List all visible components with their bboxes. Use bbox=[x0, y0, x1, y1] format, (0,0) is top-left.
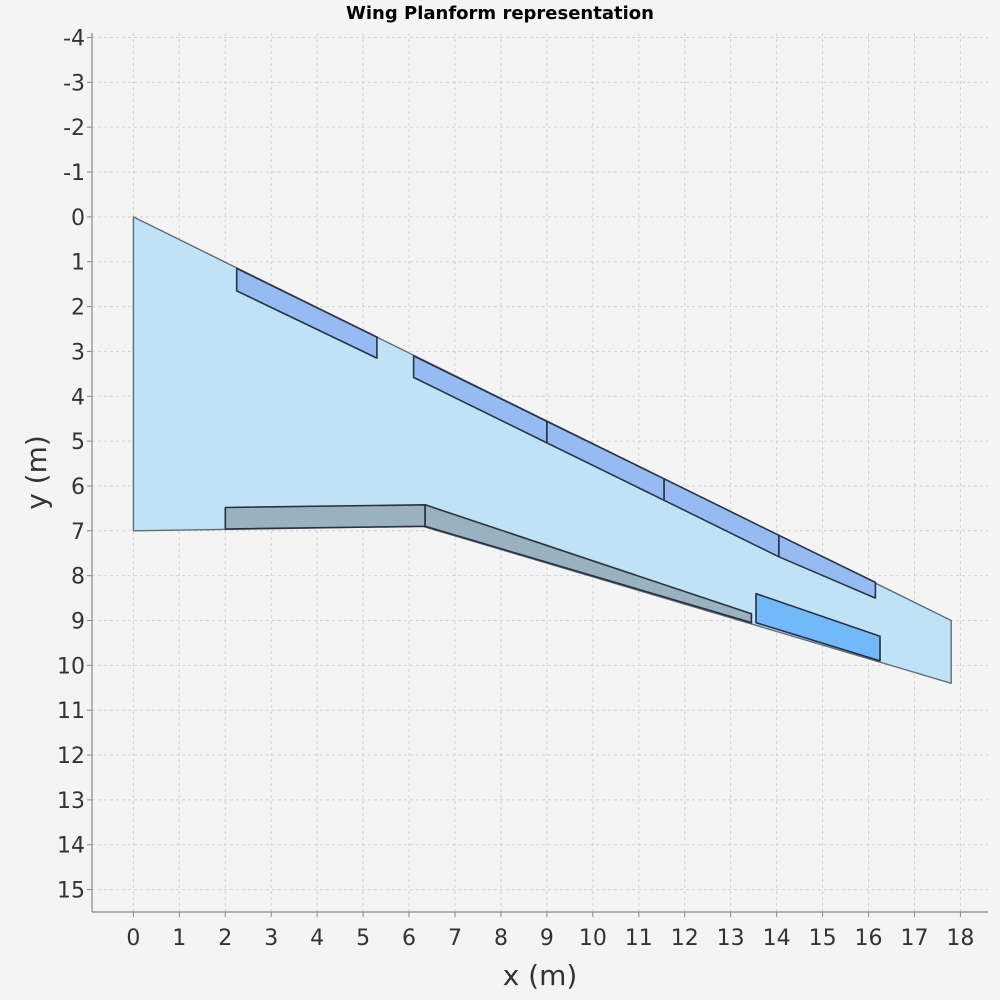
y-tick-label: 2 bbox=[71, 296, 85, 321]
y-axis-label: y (m) bbox=[20, 435, 53, 510]
y-tick-label: 12 bbox=[57, 744, 85, 769]
y-tick-label: 1 bbox=[71, 251, 85, 276]
x-tick-label: 11 bbox=[625, 926, 653, 951]
x-tick-label: 14 bbox=[763, 926, 791, 951]
y-tick-label: 3 bbox=[71, 340, 85, 365]
chart-title: Wing Planform representation bbox=[346, 3, 654, 24]
flap-polygon bbox=[424, 503, 753, 624]
axes: 0 1 2 3 4 5 6 7 8 9 10 11 12 13 14 15 16 17 18-4-3-2-10123… bbox=[57, 26, 988, 951]
x-tick-label: 6 bbox=[402, 926, 416, 951]
x-tick-label: 2 bbox=[218, 926, 232, 951]
x-tick-label: 8 bbox=[494, 926, 508, 951]
y-tick-label: 10 bbox=[57, 654, 85, 679]
x-tick-label: 4 bbox=[310, 926, 324, 951]
y-tick-label: 11 bbox=[57, 699, 85, 724]
x-tick-label: 7 bbox=[448, 926, 462, 951]
x-tick-label: 15 bbox=[809, 926, 837, 951]
planform-shapes bbox=[132, 216, 952, 684]
y-tick-label: 7 bbox=[71, 520, 85, 545]
x-tick-label: 12 bbox=[671, 926, 699, 951]
y-tick-label: 8 bbox=[71, 565, 85, 590]
x-tick-label: 16 bbox=[855, 926, 883, 951]
x-axis-label: x (m) bbox=[503, 959, 578, 992]
aileron-polygon bbox=[755, 592, 881, 662]
x-tick-label: 5 bbox=[356, 926, 370, 951]
y-tick-label: 13 bbox=[57, 789, 85, 814]
y-tick-label: 14 bbox=[57, 834, 85, 859]
slat-polygon bbox=[235, 267, 378, 359]
y-tick-label: 15 bbox=[57, 879, 85, 904]
x-tick-label: 9 bbox=[540, 926, 554, 951]
x-tick-label: 3 bbox=[264, 926, 278, 951]
x-tick-label: 18 bbox=[946, 926, 974, 951]
x-tick-label: 10 bbox=[579, 926, 607, 951]
y-tick-label: 0 bbox=[71, 206, 85, 231]
y-tick-label: 6 bbox=[71, 475, 85, 500]
y-tick-label: -1 bbox=[63, 161, 85, 186]
flap-polygon bbox=[224, 503, 426, 530]
y-tick-label: -4 bbox=[63, 26, 85, 51]
y-tick-label: -3 bbox=[63, 71, 85, 96]
x-tick-label: 0 bbox=[126, 926, 140, 951]
y-tick-label: 9 bbox=[71, 609, 85, 634]
slat-polygon bbox=[778, 534, 877, 599]
x-tick-label: 13 bbox=[717, 926, 745, 951]
x-tick-label: 17 bbox=[900, 926, 928, 951]
y-tick-label: 4 bbox=[71, 385, 85, 410]
x-tick-label: 1 bbox=[172, 926, 186, 951]
y-tick-label: -2 bbox=[63, 116, 85, 141]
y-tick-label: 5 bbox=[71, 430, 85, 455]
